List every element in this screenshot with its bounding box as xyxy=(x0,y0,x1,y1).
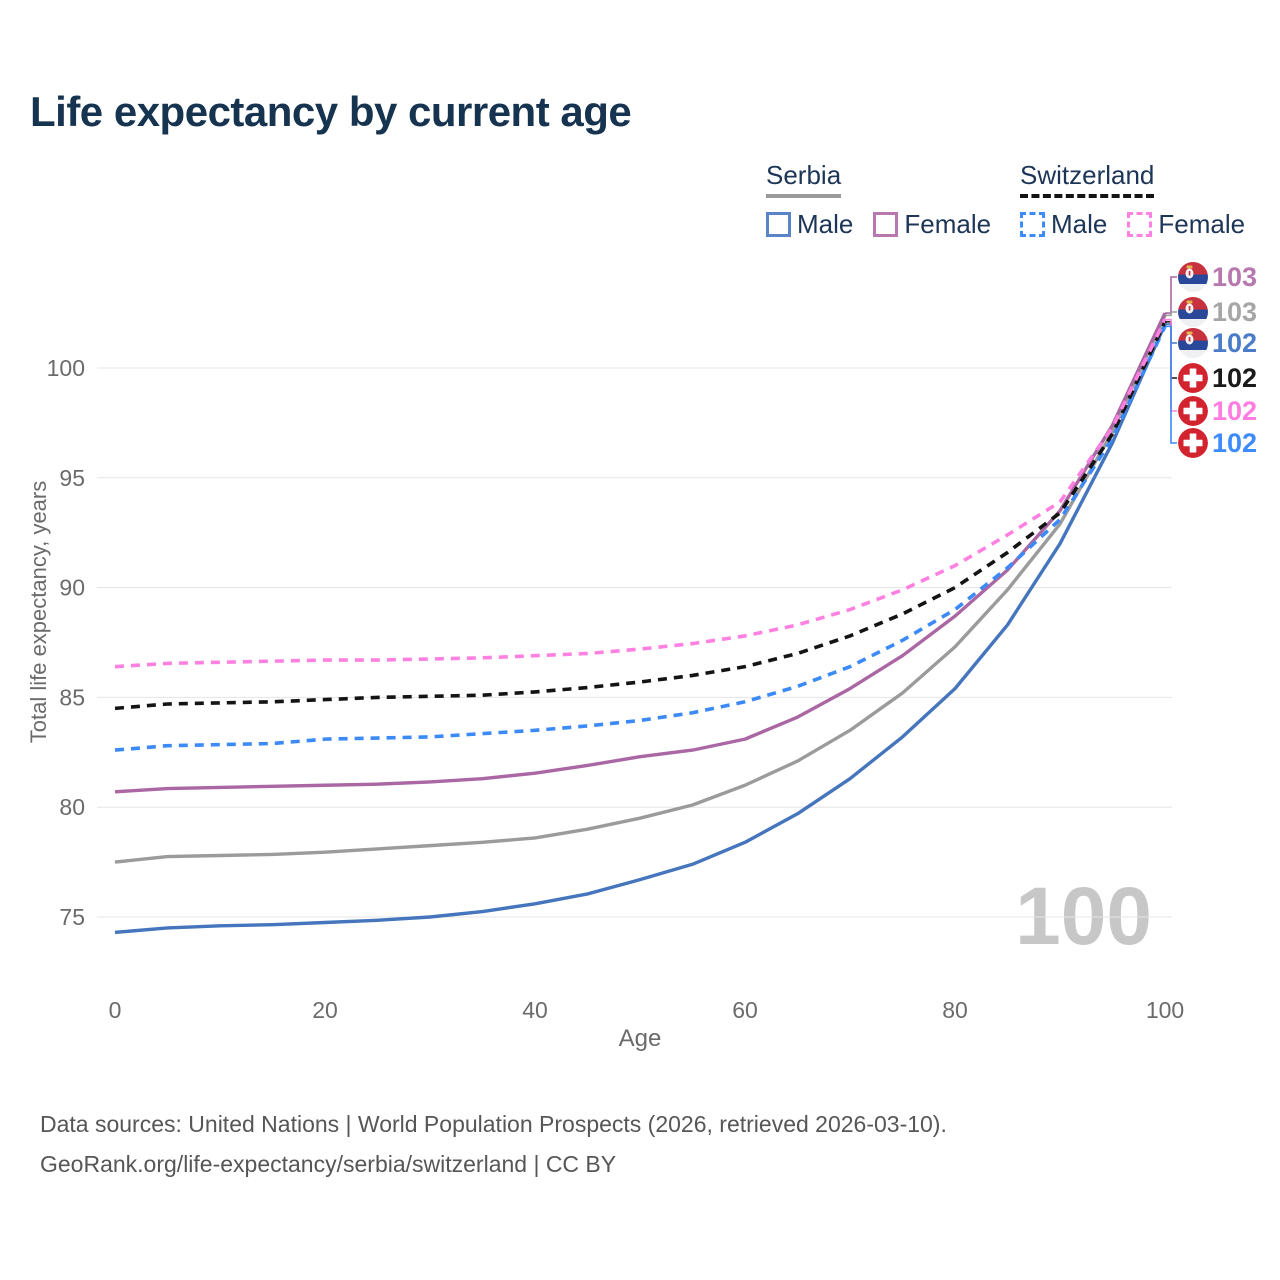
legend-swatch-switzerland-male-icon xyxy=(1020,212,1045,237)
legend-label-switzerland-female: Female xyxy=(1158,209,1246,239)
flag-switzerland-icon xyxy=(1178,396,1208,426)
page-title: Life expectancy by current age xyxy=(30,88,632,135)
footer-attribution: GeoRank.org/life-expectancy/serbia/switz… xyxy=(40,1151,617,1178)
legend-serbia-title: Serbia xyxy=(766,160,842,198)
y-tick-label: 85 xyxy=(59,684,85,710)
x-tick-label: 0 xyxy=(109,997,122,1023)
legend-swatch-switzerland-female-icon xyxy=(1127,212,1153,237)
x-tick-label: 60 xyxy=(732,997,758,1023)
y-axis-title: Total life expectancy, years xyxy=(26,481,51,744)
series-line-switzerland-overall xyxy=(114,321,1167,711)
y-tick-label: 75 xyxy=(59,904,85,930)
leader-line xyxy=(1165,325,1177,444)
end-value-label: 103 xyxy=(1212,262,1257,292)
legend-swatch-serbia-female-icon xyxy=(873,212,899,237)
x-tick-label: 20 xyxy=(312,997,338,1023)
end-value-label: 102 xyxy=(1212,328,1257,358)
legend-swatch-serbia-male-icon xyxy=(766,212,791,237)
legend-switzerland-title: Switzerland xyxy=(1020,160,1155,198)
legend-label-serbia-male: Male xyxy=(797,209,854,239)
end-value-label: 102 xyxy=(1212,363,1257,393)
flag-switzerland-icon xyxy=(1178,428,1208,458)
leader-line xyxy=(1165,311,1177,317)
end-value-label: 102 xyxy=(1212,396,1257,426)
legend-label-switzerland-male: Male xyxy=(1051,209,1108,239)
legend-label-serbia-female: Female xyxy=(904,209,992,239)
legend-switzerland: Switzerland Male Female xyxy=(1020,160,1265,240)
series-line-switzerland-male xyxy=(114,325,1167,752)
leader-line xyxy=(1165,276,1177,314)
y-tick-label: 100 xyxy=(47,355,85,381)
series-line-serbia-male xyxy=(114,323,1167,935)
flag-serbia-icon xyxy=(1178,328,1208,358)
end-value-label: 103 xyxy=(1212,297,1257,327)
legend-serbia-row: Male Female xyxy=(766,209,1011,240)
y-tick-label: 90 xyxy=(59,575,85,601)
footer-data-sources: Data sources: United Nations | World Pop… xyxy=(40,1111,947,1137)
chart-footer: Data sources: United Nations | World Pop… xyxy=(40,1104,947,1184)
series-line-serbia-overall xyxy=(114,314,1167,864)
flag-switzerland-icon xyxy=(1178,363,1208,393)
series-line-switzerland-female xyxy=(114,318,1167,669)
series-line-serbia-female xyxy=(114,312,1167,794)
flag-serbia-icon xyxy=(1178,297,1208,327)
end-value-label: 102 xyxy=(1212,428,1257,458)
x-tick-label: 100 xyxy=(1146,997,1184,1023)
y-tick-label: 95 xyxy=(59,465,85,491)
y-tick-label: 80 xyxy=(59,794,85,820)
legend-switzerland-row: Male Female xyxy=(1020,209,1265,240)
flag-serbia-icon xyxy=(1178,262,1208,292)
legend-serbia: Serbia Male Female xyxy=(766,160,1011,240)
x-tick-label: 80 xyxy=(942,997,968,1023)
x-tick-label: 40 xyxy=(522,997,548,1023)
x-axis-title: Age xyxy=(619,1025,662,1052)
